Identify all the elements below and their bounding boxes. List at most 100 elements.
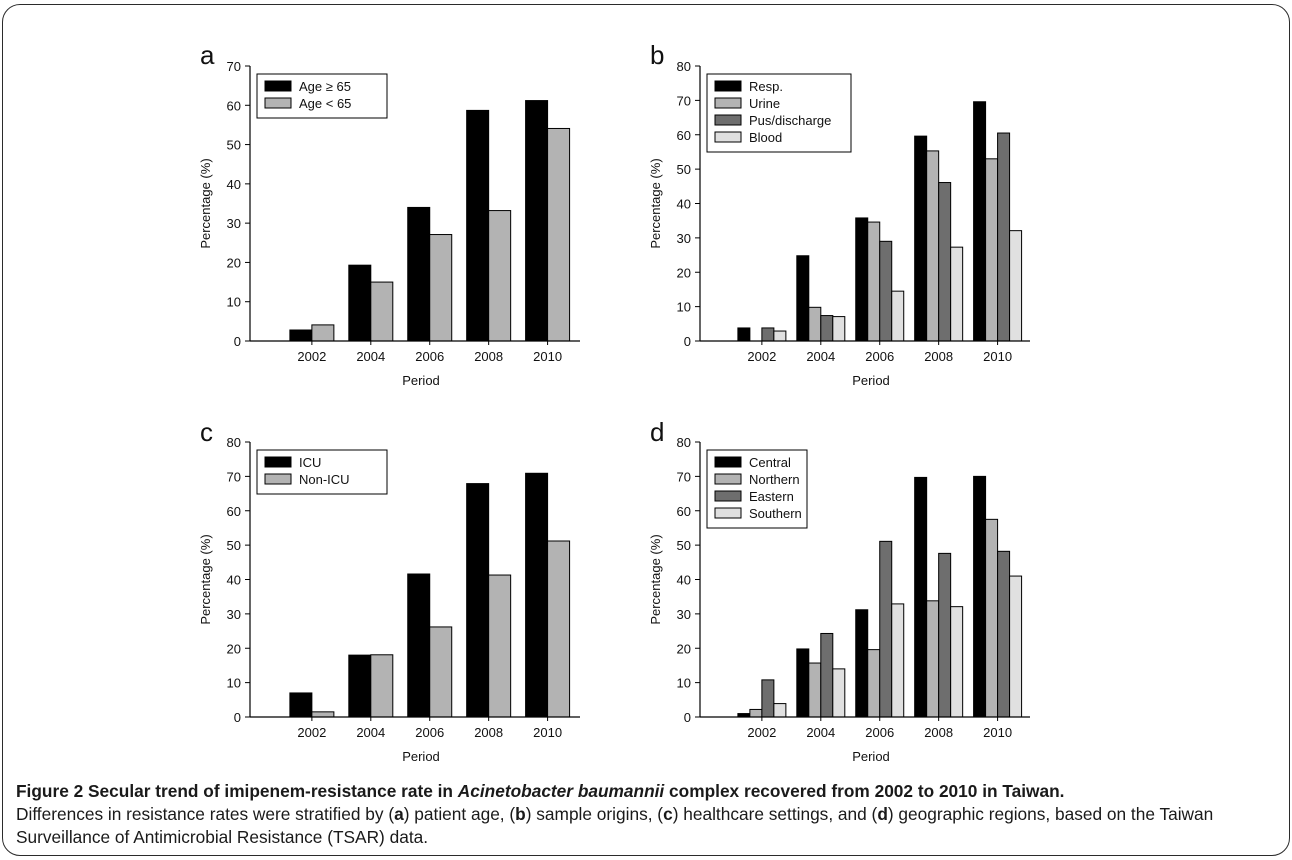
x-axis-label: Period — [402, 373, 440, 388]
x-axis-label: Period — [852, 749, 890, 764]
bar — [547, 540, 571, 718]
bar — [950, 246, 964, 342]
bar — [796, 648, 810, 718]
y-tick-label: 80 — [677, 59, 691, 74]
bar — [348, 264, 372, 342]
figure-frame — [2, 4, 1290, 856]
caption-body: Differences in resistance rates were str… — [16, 804, 1213, 847]
bar — [985, 518, 999, 718]
y-tick-label: 30 — [677, 607, 691, 622]
y-tick-label: 50 — [227, 538, 241, 553]
bar — [488, 210, 512, 342]
bar — [879, 540, 893, 718]
bar — [926, 600, 940, 718]
caption-body-2: ) patient age, ( — [403, 804, 516, 824]
bar — [820, 632, 834, 718]
y-tick-label: 30 — [227, 607, 241, 622]
x-tick-label: 2008 — [924, 349, 953, 364]
bar — [1009, 230, 1023, 342]
x-tick-label: 2002 — [747, 725, 776, 740]
bar — [938, 182, 952, 342]
y-tick-label: 80 — [677, 435, 691, 450]
bar — [466, 483, 490, 718]
bar — [761, 679, 775, 718]
legend-swatch — [714, 473, 742, 485]
legend: Resp. Urine Pus/discharge Blood — [706, 73, 852, 153]
legend-label: Pus/discharge — [749, 113, 831, 128]
bar — [997, 132, 1011, 342]
caption-body-3: ) sample origins, ( — [525, 804, 664, 824]
legend-label: Central — [749, 455, 791, 470]
bar — [547, 127, 571, 342]
y-tick-label: 40 — [227, 177, 241, 192]
caption-ref-a: a — [394, 804, 404, 824]
legend-label: Eastern — [749, 489, 794, 504]
y-tick-label: 10 — [227, 295, 241, 310]
legend: Age ≥ 65 Age < 65 — [256, 73, 388, 119]
legend-label: Age ≥ 65 — [299, 79, 351, 94]
bar — [867, 221, 881, 342]
y-tick-label: 50 — [227, 138, 241, 153]
chart-panel-b: b 2002 2004 2006 2008 2010 0 10 20 30 40 50 60 70 80 Pe… — [648, 40, 1030, 388]
bar — [348, 654, 372, 718]
y-tick-label: 70 — [227, 469, 241, 484]
legend-swatch — [714, 97, 742, 109]
bar — [832, 668, 846, 718]
bar — [773, 703, 787, 718]
y-tick-label: 20 — [227, 255, 241, 270]
panel-label: b — [650, 40, 664, 70]
x-tick-label: 2006 — [865, 349, 894, 364]
y-axis-label: Percentage (%) — [648, 158, 663, 248]
bar — [796, 255, 810, 342]
y-tick-label: 0 — [234, 710, 241, 725]
legend-swatch — [714, 490, 742, 502]
bar — [407, 573, 431, 718]
x-tick-label: 2004 — [806, 725, 835, 740]
bar — [867, 649, 881, 718]
x-tick-label: 2004 — [356, 725, 385, 740]
bar — [973, 475, 987, 718]
caption-ref-d: d — [877, 804, 888, 824]
x-tick-label: 2008 — [474, 725, 503, 740]
bar — [311, 711, 335, 718]
bar — [761, 327, 775, 342]
legend-label: ICU — [299, 455, 321, 470]
y-tick-label: 60 — [227, 504, 241, 519]
bar — [855, 609, 869, 718]
y-tick-label: 60 — [677, 504, 691, 519]
panel-label: d — [650, 417, 664, 447]
bar — [891, 290, 905, 342]
y-tick-label: 20 — [227, 641, 241, 656]
y-axis-label: Percentage (%) — [198, 158, 213, 248]
legend: Central Northern Eastern Southern — [706, 449, 808, 529]
y-axis-label: Percentage (%) — [198, 534, 213, 624]
y-tick-label: 20 — [677, 265, 691, 280]
bar — [525, 100, 549, 342]
x-tick-label: 2010 — [983, 725, 1012, 740]
bar — [525, 472, 549, 718]
bar — [429, 626, 453, 718]
legend-swatch — [714, 114, 742, 126]
x-tick-label: 2006 — [415, 349, 444, 364]
y-tick-label: 30 — [677, 231, 691, 246]
legend-label: Resp. — [749, 79, 783, 94]
x-tick-label: 2008 — [924, 725, 953, 740]
caption-title-part1: Secular trend of imipenem-resistance rat… — [88, 781, 458, 801]
y-tick-label: 80 — [227, 435, 241, 450]
y-tick-label: 0 — [684, 334, 691, 349]
legend-swatch — [264, 97, 292, 109]
x-axis-label: Period — [852, 373, 890, 388]
legend-swatch — [264, 80, 292, 92]
panel-label: a — [200, 40, 215, 70]
bar — [938, 552, 952, 718]
bar — [808, 306, 822, 342]
x-tick-label: 2004 — [356, 349, 385, 364]
bar — [985, 158, 999, 342]
bar — [879, 240, 893, 342]
caption-label: Figure 2 — [16, 781, 84, 801]
y-axis-label: Percentage (%) — [648, 534, 663, 624]
bar — [820, 315, 834, 342]
legend-label: Northern — [749, 472, 800, 487]
x-tick-label: 2004 — [806, 349, 835, 364]
x-tick-label: 2002 — [297, 349, 326, 364]
